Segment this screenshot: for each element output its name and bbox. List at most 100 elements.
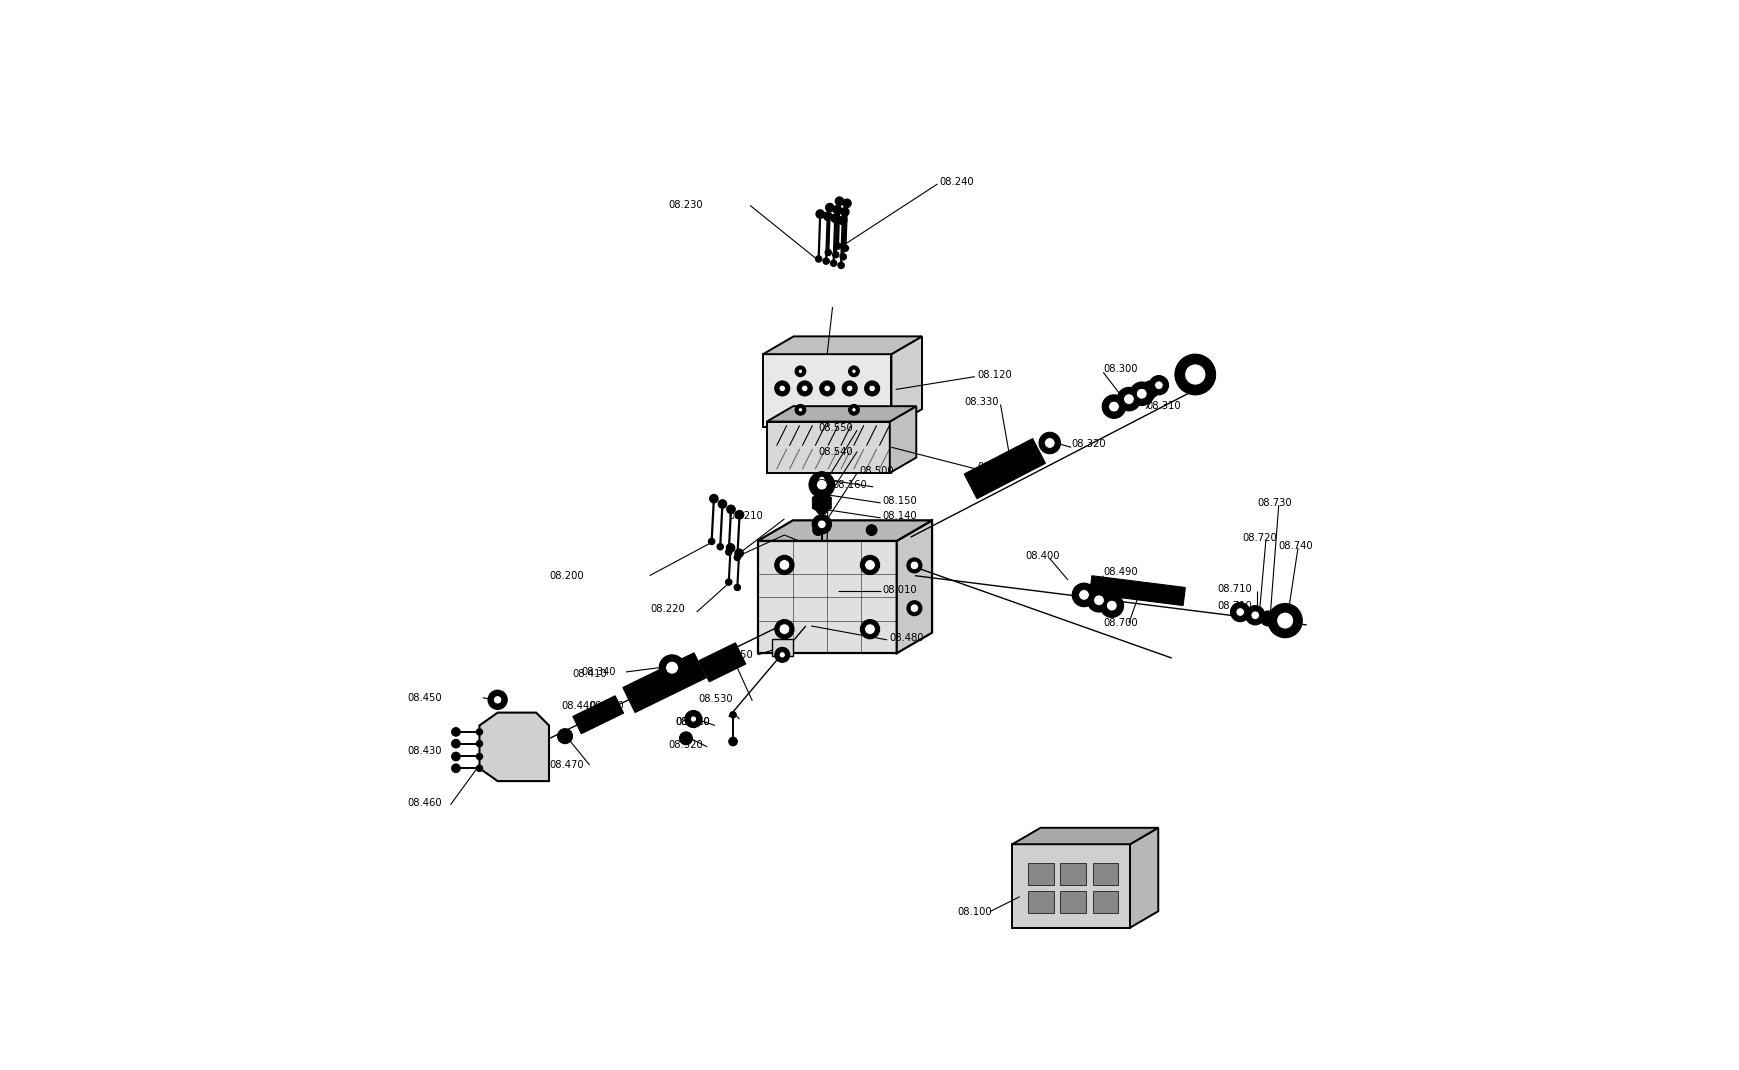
Circle shape — [727, 505, 736, 514]
Circle shape — [1087, 588, 1109, 612]
Circle shape — [831, 251, 838, 258]
Circle shape — [716, 544, 723, 550]
Circle shape — [812, 524, 823, 535]
Circle shape — [680, 732, 692, 745]
Circle shape — [1229, 602, 1249, 622]
Text: 08.420: 08.420 — [590, 701, 624, 712]
Circle shape — [1141, 381, 1158, 398]
Circle shape — [734, 554, 741, 561]
Circle shape — [1250, 611, 1259, 620]
Text: 08.530: 08.530 — [699, 693, 734, 704]
Circle shape — [816, 479, 826, 490]
Circle shape — [725, 579, 732, 585]
Circle shape — [718, 500, 727, 508]
Circle shape — [824, 203, 833, 212]
Circle shape — [487, 690, 508, 709]
Circle shape — [1259, 611, 1275, 626]
Circle shape — [779, 652, 784, 658]
Polygon shape — [1012, 828, 1158, 844]
Text: 08.010: 08.010 — [882, 584, 916, 595]
Circle shape — [838, 216, 847, 225]
Circle shape — [1043, 438, 1054, 448]
Circle shape — [809, 472, 835, 498]
Text: 08.740: 08.740 — [1278, 540, 1313, 551]
Polygon shape — [963, 439, 1045, 499]
Circle shape — [864, 624, 875, 635]
Circle shape — [736, 510, 743, 519]
Text: 08.160: 08.160 — [831, 479, 866, 490]
Text: 08.300: 08.300 — [1103, 364, 1137, 374]
Polygon shape — [896, 520, 932, 653]
Circle shape — [1108, 401, 1118, 412]
Circle shape — [729, 737, 737, 746]
Circle shape — [452, 752, 459, 761]
Text: 08.210: 08.210 — [729, 510, 763, 521]
Text: 08.460: 08.460 — [407, 797, 442, 808]
Bar — [1028, 863, 1054, 885]
Text: 08.150: 08.150 — [882, 495, 916, 506]
Polygon shape — [812, 492, 831, 514]
Circle shape — [840, 254, 845, 260]
Circle shape — [816, 504, 826, 515]
Text: 08.750: 08.750 — [718, 649, 753, 660]
Circle shape — [779, 385, 784, 392]
Circle shape — [814, 472, 830, 487]
Circle shape — [476, 765, 482, 771]
Text: 08.430: 08.430 — [407, 746, 442, 756]
Circle shape — [452, 764, 459, 773]
Circle shape — [812, 515, 831, 534]
Polygon shape — [480, 713, 550, 781]
Polygon shape — [767, 422, 889, 473]
Polygon shape — [572, 696, 623, 734]
Circle shape — [817, 476, 824, 483]
Text: 08.470: 08.470 — [550, 760, 583, 770]
Circle shape — [666, 661, 678, 674]
Bar — [770, 639, 793, 656]
Bar — [1092, 891, 1118, 913]
Circle shape — [830, 260, 836, 266]
Polygon shape — [889, 407, 916, 473]
Polygon shape — [623, 653, 706, 713]
Circle shape — [816, 210, 824, 218]
Text: 08.490: 08.490 — [1103, 567, 1137, 578]
Circle shape — [831, 214, 838, 223]
Circle shape — [852, 408, 856, 412]
Circle shape — [1268, 603, 1301, 638]
Circle shape — [734, 549, 743, 557]
Polygon shape — [699, 643, 746, 682]
Circle shape — [798, 369, 802, 373]
Circle shape — [845, 385, 852, 392]
Circle shape — [816, 489, 826, 500]
Circle shape — [852, 369, 856, 373]
Text: 08.120: 08.120 — [976, 369, 1010, 380]
Circle shape — [824, 249, 831, 256]
Circle shape — [842, 245, 849, 251]
Circle shape — [795, 404, 805, 415]
Circle shape — [1129, 382, 1153, 406]
Circle shape — [774, 555, 793, 575]
Text: 08.310: 08.310 — [1146, 400, 1181, 411]
Circle shape — [725, 549, 732, 555]
Circle shape — [859, 555, 880, 575]
Circle shape — [1276, 612, 1294, 629]
Circle shape — [1106, 600, 1116, 611]
Bar — [1092, 863, 1118, 885]
Circle shape — [795, 366, 805, 377]
Circle shape — [1099, 594, 1123, 617]
Circle shape — [868, 385, 875, 392]
Circle shape — [859, 620, 880, 639]
Circle shape — [840, 208, 849, 216]
Text: 08.510: 08.510 — [675, 717, 710, 728]
Circle shape — [452, 739, 459, 748]
Text: 08.100: 08.100 — [956, 906, 991, 917]
Polygon shape — [767, 407, 916, 422]
Circle shape — [476, 729, 482, 735]
Text: 08.540: 08.540 — [817, 446, 852, 457]
Circle shape — [774, 620, 793, 639]
Circle shape — [494, 696, 501, 704]
Circle shape — [819, 381, 835, 396]
Text: 08.760: 08.760 — [675, 717, 710, 728]
Text: 08.520: 08.520 — [668, 739, 703, 750]
Text: 08.140: 08.140 — [882, 510, 916, 521]
Circle shape — [556, 729, 572, 744]
